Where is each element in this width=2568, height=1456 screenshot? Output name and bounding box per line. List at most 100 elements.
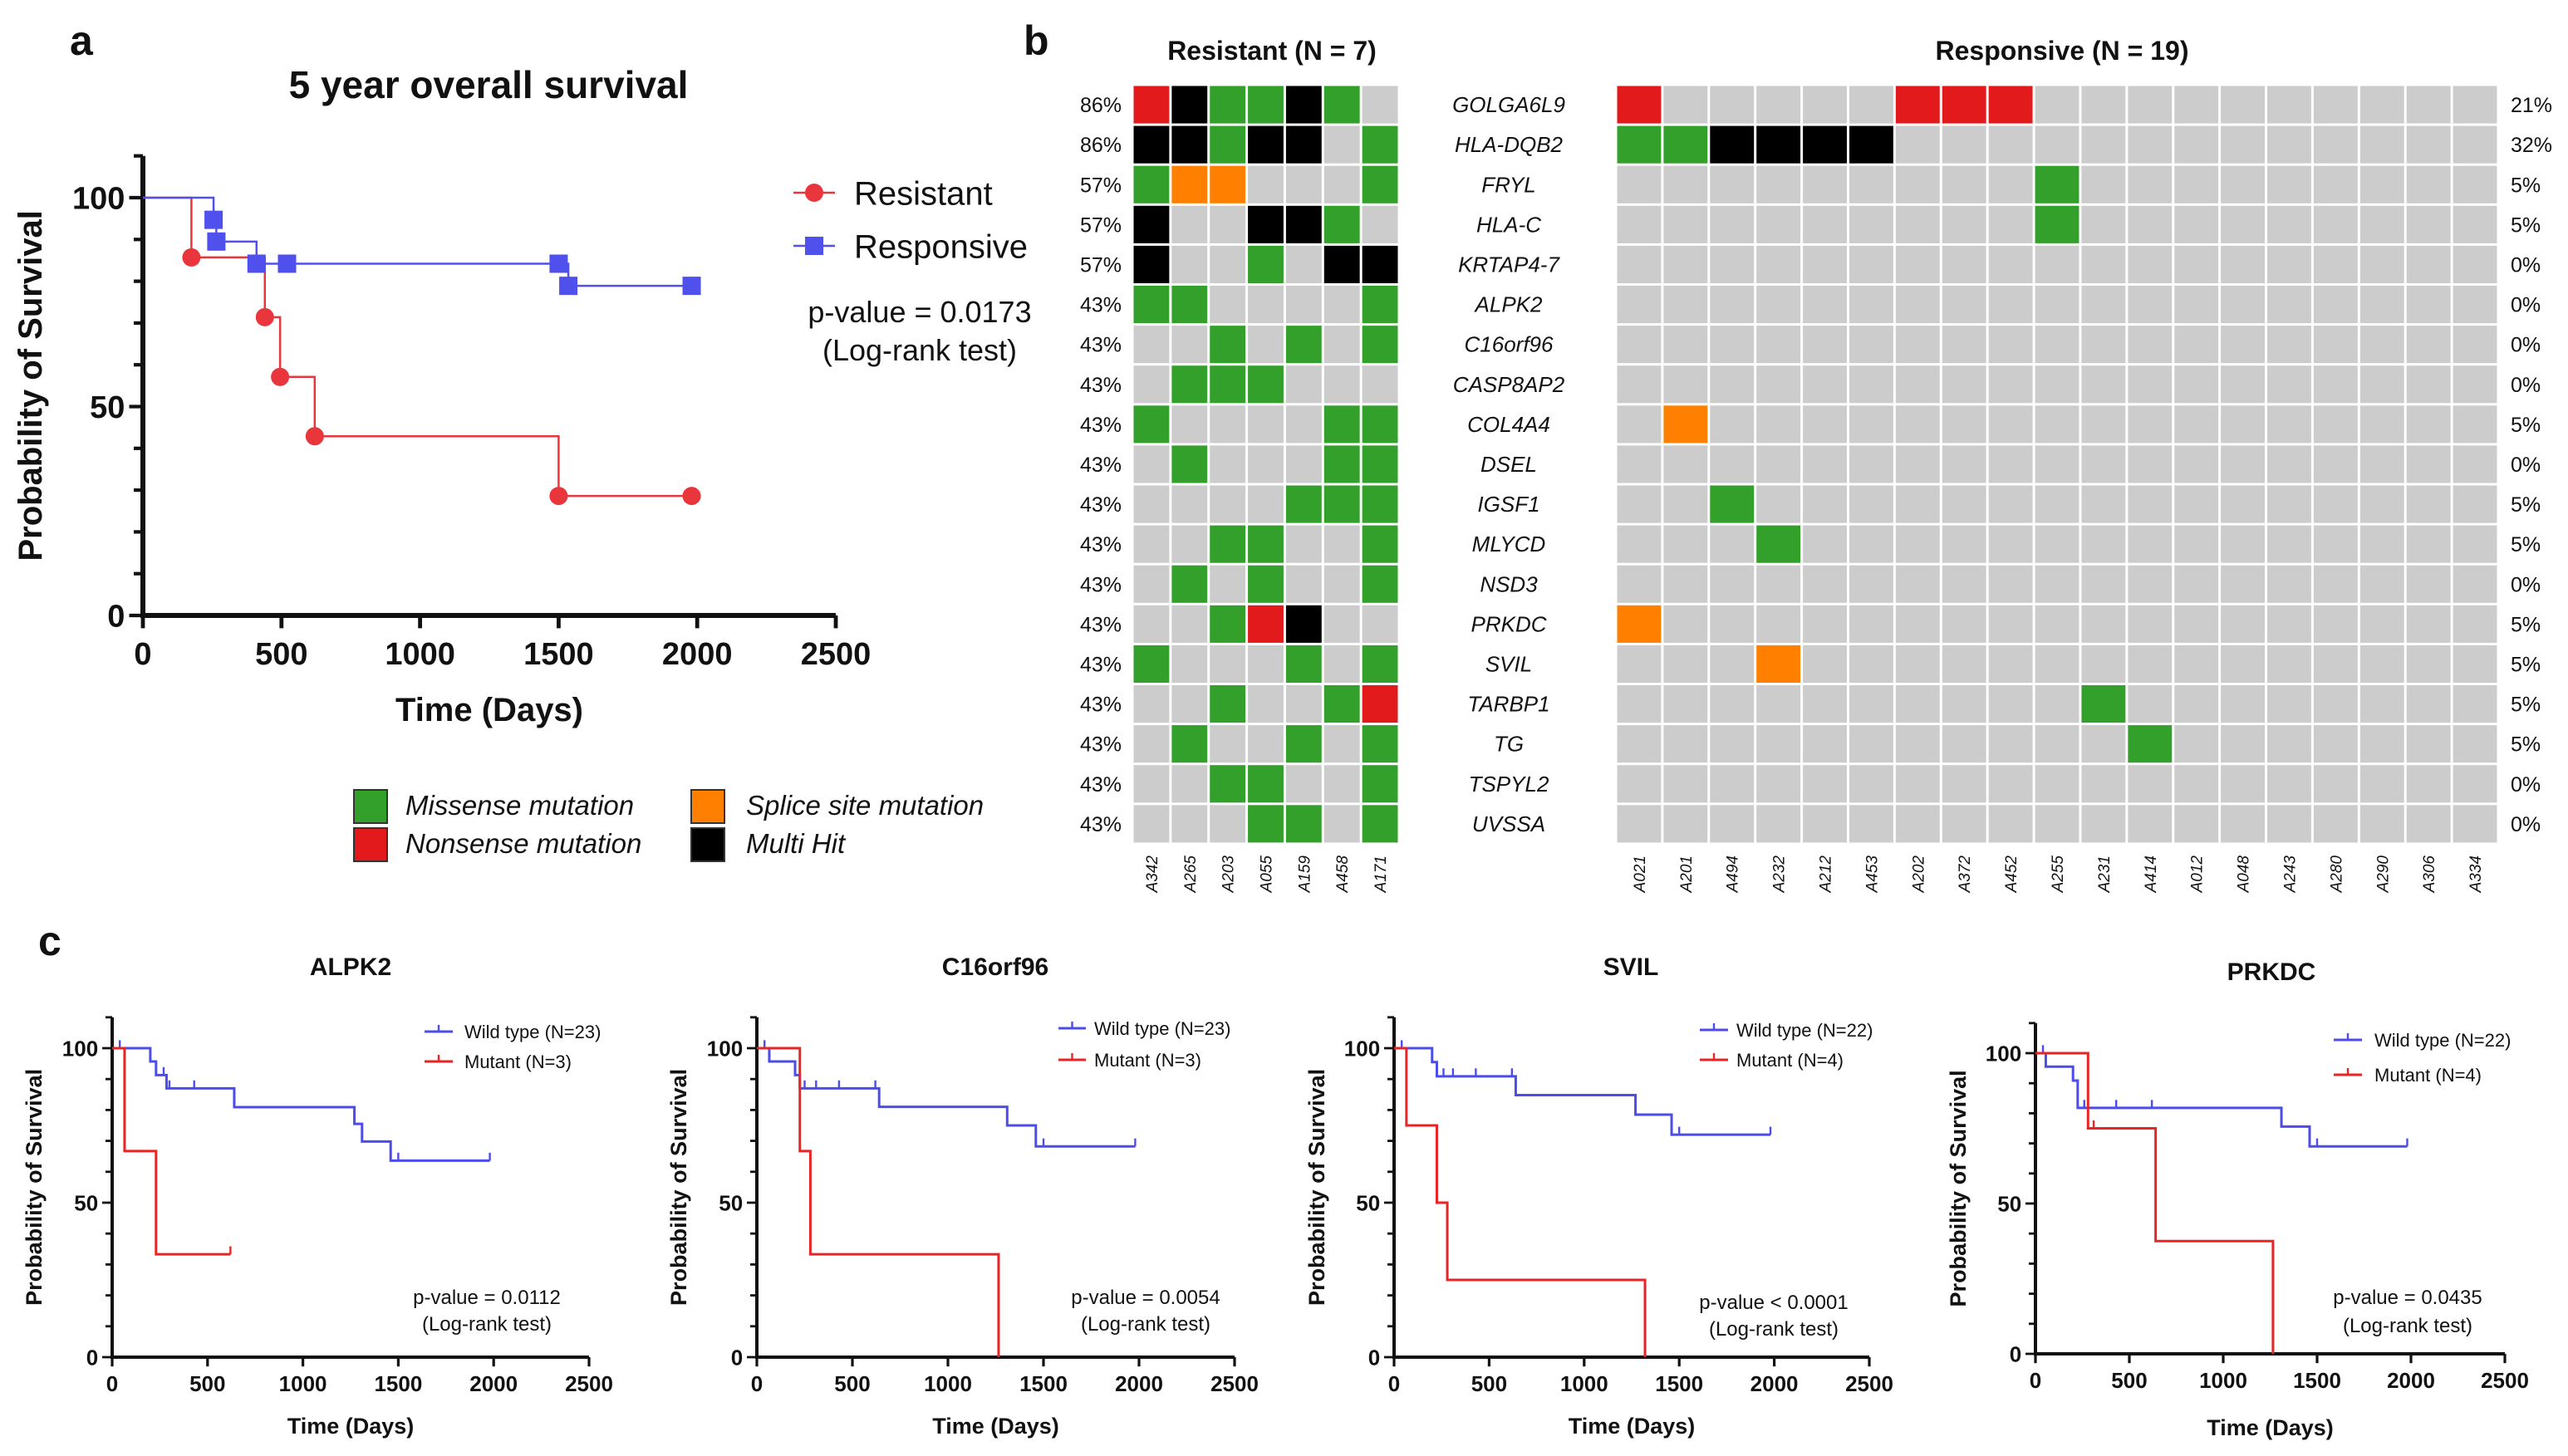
oncoprint-cell [1803, 205, 1847, 243]
oncoprint-cell [2313, 125, 2358, 164]
sample-label: A372 [1957, 855, 1974, 894]
oncoprint-cell [2128, 405, 2173, 444]
oncoprint-cell [1803, 765, 1847, 803]
oncoprint-cell [1849, 286, 1893, 324]
oncoprint-cell [1248, 326, 1284, 364]
oncoprint-group-responsive: Responsive (N = 19) 21% 32% 5% 5% 0% 0% 0% 0% 5% 0… [1617, 36, 2552, 894]
sample-label: A280 [2328, 855, 2345, 894]
legend-item: Mutant (N=3) [1058, 1050, 1201, 1071]
oncoprint-cell [1895, 605, 1940, 643]
mutation-frequency: 43% [1080, 414, 1122, 437]
sample-label: A255 [2050, 855, 2067, 894]
legend-swatch [353, 789, 388, 824]
gene-label: FRYL [1481, 172, 1536, 197]
series-wild-type-n-22- [2035, 1045, 2408, 1148]
oncoprint-cell [2313, 645, 2358, 683]
oncoprint-cell [1171, 286, 1208, 324]
y-axis-label: Probability of Survival [1946, 1070, 1971, 1306]
gene-label: TARBP1 [1467, 692, 1549, 717]
oncoprint-cell [2313, 525, 2358, 563]
y-tick-label: 0 [731, 1345, 743, 1370]
oncoprint-cell [2128, 725, 2173, 763]
x-axis-label: Time (Days) [1569, 1414, 1696, 1439]
oncoprint-cell [1849, 205, 1893, 243]
oncoprint-cell [1803, 405, 1847, 444]
series-resistant [143, 196, 701, 506]
sample-label: A494 [1725, 855, 1742, 893]
data-point [682, 487, 701, 506]
y-tick-label: 100 [1344, 1036, 1380, 1061]
oncoprint-cell [2453, 125, 2497, 164]
oncoprint-cell [2313, 725, 2358, 763]
oncoprint-cell [1895, 685, 1940, 723]
gene-label: IGSF1 [1477, 492, 1539, 517]
oncoprint-cell [1248, 765, 1284, 803]
gene-label: NSD3 [1480, 571, 1538, 596]
x-tick-label: 2500 [801, 637, 872, 672]
test-name-label: (Log-rank test) [1709, 1318, 1839, 1341]
x-tick-label: 1000 [279, 1371, 327, 1396]
oncoprint-cell [1988, 445, 2033, 483]
oncoprint-cell [2128, 205, 2173, 243]
group-title: Resistant (N = 7) [1167, 36, 1377, 66]
oncoprint-cell [2313, 445, 2358, 483]
oncoprint-cell [1849, 445, 1893, 483]
oncoprint-cell [2267, 365, 2311, 404]
oncoprint-cell [2035, 445, 2079, 483]
oncoprint-cell [1210, 685, 1246, 723]
oncoprint-cell [1988, 645, 2033, 683]
oncoprint-cell [2453, 365, 2497, 404]
oncoprint-cell [2406, 565, 2451, 603]
oncoprint-cell [2359, 286, 2404, 324]
legend-item: Mutant (N=3) [425, 1052, 572, 1072]
survival-curve [1394, 1047, 1647, 1357]
oncoprint-cell [1895, 245, 1940, 283]
oncoprint-cell [2313, 805, 2358, 843]
x-tick-label: 2000 [469, 1371, 518, 1396]
sample-label: A458 [1334, 855, 1352, 894]
oncoprint-cell [1133, 565, 1170, 603]
y-axis-label: Probability of Survival [12, 210, 49, 561]
group-title: Responsive (N = 19) [1936, 36, 2189, 66]
oncoprint-cell [1803, 165, 1847, 203]
oncoprint-cell [2174, 286, 2219, 324]
oncoprint-cell [1663, 725, 1708, 763]
oncoprint-cell [2081, 326, 2126, 364]
oncoprint-cell [1756, 405, 1801, 444]
oncoprint-cell [2174, 445, 2219, 483]
legend-item: Wild type (N=22) [2334, 1030, 2511, 1051]
oncoprint-cell [2406, 525, 2451, 563]
y-tick-label: 0 [1368, 1345, 1380, 1370]
oncoprint-cell [1988, 485, 2033, 523]
oncoprint-cell [1362, 86, 1398, 124]
test-name-label: (Log-rank test) [2343, 1315, 2472, 1337]
oncoprint-cell [1248, 685, 1284, 723]
oncoprint-cell [1663, 605, 1708, 643]
oncoprint-cell [1285, 86, 1322, 124]
oncoprint-cell [2406, 725, 2451, 763]
gene-label: TG [1494, 732, 1524, 757]
chart-title: 5 year overall survival [289, 63, 689, 106]
oncoprint-cell [2313, 286, 2358, 324]
oncoprint-cell [2128, 605, 2173, 643]
legend-label: Nonsense mutation [405, 828, 641, 859]
oncoprint-cell [1362, 725, 1398, 763]
oncoprint-cell [1323, 685, 1360, 723]
gene-label: DSEL [1480, 452, 1537, 477]
oncoprint-cell [1663, 525, 1708, 563]
data-point [182, 248, 201, 267]
oncoprint-cell [1133, 645, 1170, 683]
oncoprint-cell [1323, 605, 1360, 643]
oncoprint-cell [2359, 805, 2404, 843]
oncoprint-cell [2359, 685, 2404, 723]
oncoprint-cell [1895, 765, 1940, 803]
oncoprint-cell [2081, 205, 2126, 243]
oncoprint-cell [2081, 245, 2126, 283]
mutation-frequency: 86% [1080, 134, 1122, 157]
oncoprint-cell [1171, 165, 1208, 203]
oncoprint-cell [1248, 645, 1284, 683]
oncoprint-cell [2453, 685, 2497, 723]
series-mutant-n-4- [1394, 1047, 1647, 1357]
